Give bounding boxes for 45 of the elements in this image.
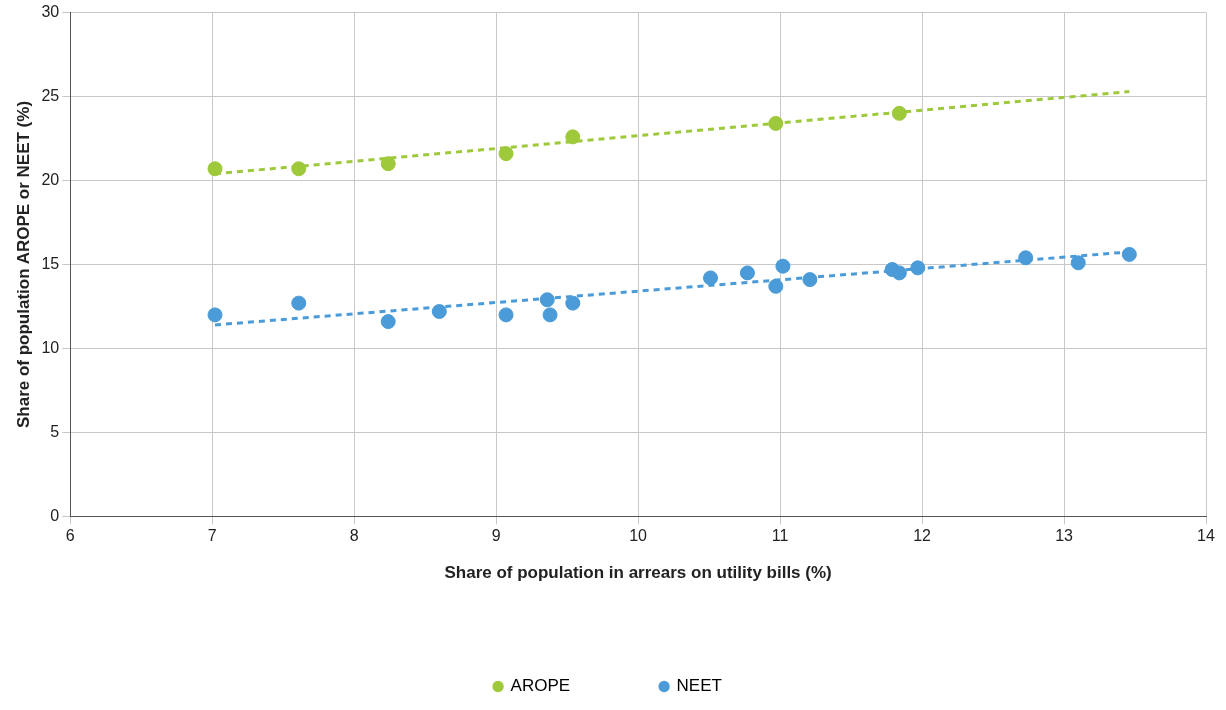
x-tick-label: 14 [1197, 527, 1215, 545]
y-tick-label: 15 [41, 254, 60, 272]
x-axis-title: Share of population in arrears on utility bills (%) [444, 563, 832, 583]
x-tick-label: 10 [629, 527, 648, 545]
point [802, 272, 818, 288]
x-tick-label: 12 [913, 527, 932, 545]
point [207, 161, 223, 177]
point [768, 115, 784, 131]
point [739, 265, 755, 281]
point [1018, 250, 1034, 266]
point [498, 146, 514, 162]
point [542, 307, 558, 323]
y-tick-label: 0 [50, 506, 60, 524]
point [775, 258, 791, 274]
y-tick-label: 5 [50, 422, 60, 440]
y-tick-label: 30 [41, 3, 60, 21]
point [291, 295, 307, 311]
point [891, 105, 907, 121]
x-tick-label: 9 [491, 527, 501, 545]
legend-label: AROPE [510, 676, 571, 696]
point [565, 129, 581, 145]
point [380, 156, 396, 172]
point [910, 260, 926, 276]
y-tick-label: 25 [41, 86, 60, 104]
y-axis-title: Share of population AROPE or NEET (%) [13, 100, 33, 429]
x-tick-label: 8 [349, 527, 359, 545]
legend-label: NEET [676, 676, 722, 696]
point [891, 265, 907, 281]
point [703, 270, 719, 286]
point [1121, 246, 1137, 262]
point [539, 292, 555, 308]
point [1070, 255, 1086, 271]
x-tick-label: 6 [65, 527, 75, 545]
point [207, 307, 223, 323]
y-tick-label: 20 [41, 170, 60, 188]
point [768, 278, 784, 294]
point [498, 307, 514, 323]
x-tick-label: 11 [771, 527, 789, 545]
x-tick-label: 13 [1055, 527, 1074, 545]
point [291, 161, 307, 177]
x-tick-label: 7 [207, 527, 217, 545]
point [380, 314, 396, 330]
y-tick-label: 10 [41, 338, 60, 356]
point [431, 304, 447, 320]
point [565, 295, 581, 311]
